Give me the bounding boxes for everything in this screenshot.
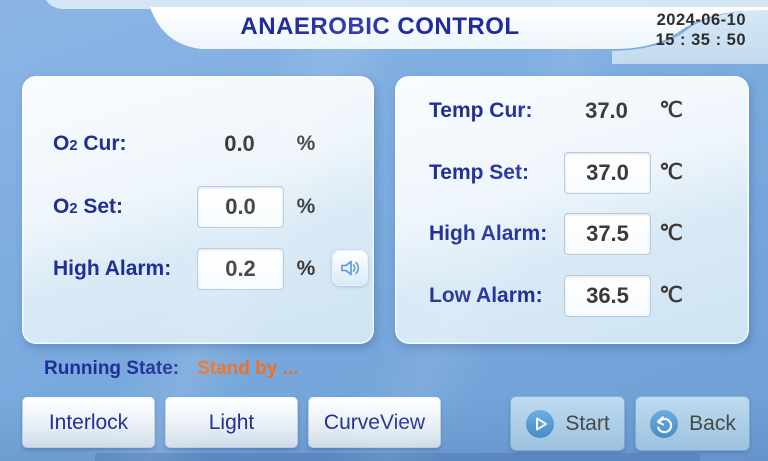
datetime-display: 2024-06-10 15 : 35 : 50 bbox=[656, 10, 746, 50]
start-button[interactable]: Start bbox=[510, 396, 625, 451]
o2-set-unit: % bbox=[296, 195, 316, 218]
running-state-row: Running State: Stand by ... bbox=[44, 357, 298, 381]
temp-high-alarm-label: High Alarm: bbox=[429, 222, 548, 245]
light-button[interactable]: Light bbox=[165, 397, 298, 448]
o2-set-input[interactable]: 0.0 bbox=[197, 186, 284, 228]
o2-high-alarm-row: High Alarm: 0.2 % bbox=[23, 248, 373, 290]
temp-cur-row: Temp Cur: 37.0 ℃ bbox=[396, 90, 748, 132]
running-state-value: Stand by ... bbox=[197, 358, 299, 379]
play-icon bbox=[526, 409, 555, 438]
temp-high-alarm-input[interactable]: 37.5 bbox=[564, 213, 651, 255]
temp-cur-unit: ℃ bbox=[659, 99, 683, 122]
undo-icon bbox=[650, 409, 679, 438]
running-state-label: Running State: bbox=[44, 358, 180, 379]
temp-set-input[interactable]: 37.0 bbox=[564, 152, 651, 194]
temp-high-alarm-row: High Alarm: 37.5 ℃ bbox=[396, 213, 748, 255]
temp-low-alarm-label: Low Alarm: bbox=[429, 284, 543, 307]
o2-set-label: O2 Set: bbox=[53, 195, 124, 218]
time-text: 15 : 35 : 50 bbox=[655, 31, 746, 49]
o2-cur-label: O2 Cur: bbox=[53, 132, 127, 155]
o2-cur-value: 0.0 bbox=[224, 131, 255, 156]
o2-cur-unit: % bbox=[296, 132, 316, 155]
bottom-accent-bar bbox=[95, 453, 700, 461]
temp-low-alarm-unit: ℃ bbox=[659, 284, 683, 307]
curveview-button[interactable]: CurveView bbox=[308, 397, 441, 448]
temp-low-alarm-input[interactable]: 36.5 bbox=[564, 275, 651, 317]
temp-set-label: Temp Set: bbox=[429, 161, 529, 184]
date-text: 2024-06-10 bbox=[656, 11, 746, 29]
header-date-region bbox=[612, 10, 768, 64]
alarm-sound-button[interactable] bbox=[332, 250, 368, 286]
header-ribbon bbox=[150, 7, 768, 49]
o2-high-alarm-input[interactable]: 0.2 bbox=[197, 248, 284, 290]
temp-cur-label: Temp Cur: bbox=[429, 99, 533, 122]
header-top-strip bbox=[46, 0, 768, 9]
temp-high-alarm-unit: ℃ bbox=[659, 222, 683, 245]
temp-set-row: Temp Set: 37.0 ℃ bbox=[396, 152, 748, 194]
temp-cur-value: 37.0 bbox=[585, 98, 628, 123]
header-banner bbox=[46, 0, 768, 64]
back-button[interactable]: Back bbox=[635, 396, 750, 451]
o2-cur-row: O2 Cur: 0.0 % bbox=[23, 123, 373, 165]
temp-low-alarm-row: Low Alarm: 36.5 ℃ bbox=[396, 275, 748, 317]
page-title: ANAEROBIC CONTROL bbox=[240, 13, 520, 40]
temp-panel: Temp Cur: 37.0 ℃ Temp Set: 37.0 ℃ High A… bbox=[395, 76, 749, 344]
temp-set-unit: ℃ bbox=[659, 161, 683, 184]
speaker-icon bbox=[341, 260, 360, 276]
interlock-button[interactable]: Interlock bbox=[22, 397, 155, 448]
o2-high-alarm-label: High Alarm: bbox=[53, 257, 172, 280]
o2-set-row: O2 Set: 0.0 % bbox=[23, 186, 373, 228]
o2-panel: O2 Cur: 0.0 % O2 Set: 0.0 % High Alarm: … bbox=[22, 76, 374, 344]
o2-high-alarm-unit: % bbox=[296, 257, 316, 280]
